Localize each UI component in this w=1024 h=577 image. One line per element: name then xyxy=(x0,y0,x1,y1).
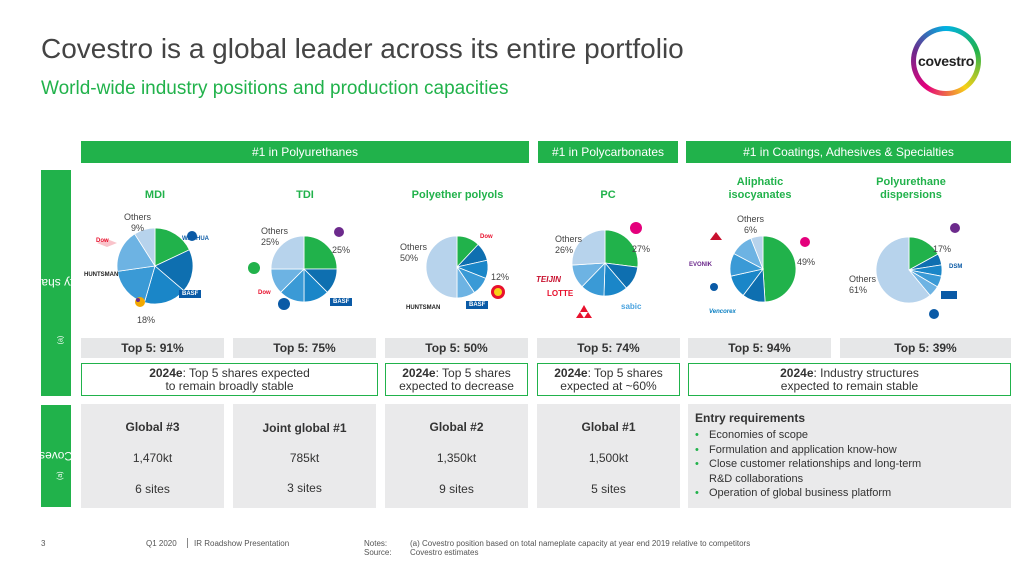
pie-slice-covestro xyxy=(303,235,338,270)
category-pc: PC xyxy=(600,189,616,201)
pie-label-others: Others 9% xyxy=(124,212,152,233)
pie-label-others: Others 50% xyxy=(400,242,428,263)
covestro-sites: 9 sites xyxy=(439,482,474,496)
outlook-box: 2024e: Top 5 shares expected at ~60% xyxy=(537,363,680,396)
category-aliphatic-isocyanates: Aliphatic isocyanates xyxy=(728,176,792,201)
dow-logo: Dow xyxy=(258,290,271,296)
entry-requirements: Entry requirements Economies of scope Fo… xyxy=(695,411,1015,501)
basf-logo: BASF xyxy=(330,298,353,306)
segment-polyurethanes: #1 in Polyurethanes xyxy=(81,141,529,163)
pie-label-others: Others 6% xyxy=(737,214,765,235)
page-title: Covestro is a global leader across its e… xyxy=(41,33,684,64)
covestro-rank: Global #3 xyxy=(125,420,180,434)
lotte-logo: LOTTE xyxy=(547,289,574,298)
pie-label-covestro: 17% xyxy=(933,244,952,254)
dsm-logo: DSM xyxy=(949,264,963,270)
pie-slice-others xyxy=(134,227,156,268)
entry-heading: Entry requirements xyxy=(695,411,806,425)
pie-pc xyxy=(571,229,639,297)
pie-slice-others xyxy=(875,236,931,304)
pie-label-others: Others 25% xyxy=(261,226,289,247)
pie-label-covestro: 25% xyxy=(332,245,351,255)
basf-logo: BASF xyxy=(179,290,202,298)
pie-slice-others xyxy=(750,235,764,270)
page-subtitle: World-wide industry positions and produc… xyxy=(41,78,509,99)
segment-cas: #1 in Coatings, Adhesives & Specialties xyxy=(686,141,1011,163)
page-number: 3 xyxy=(41,539,46,548)
covestro-sites: 3 sites xyxy=(287,481,322,495)
teijin-logo: TEIJIN xyxy=(536,275,561,284)
category-tdi: TDI xyxy=(296,189,314,201)
top5-mdi: Top 5: 91% xyxy=(81,338,224,358)
dow-logo: Dow xyxy=(480,234,493,240)
pie-mdi xyxy=(116,227,194,305)
notes-label: Notes: xyxy=(364,539,388,548)
pie-label-covestro: 18% xyxy=(137,315,156,325)
logo-text: covestro xyxy=(918,53,974,69)
notes-text: (a) Covestro position based on total nam… xyxy=(410,539,751,548)
outlook-box: 2024e: Top 5 shares expected to decrease xyxy=(385,363,528,396)
covestro-capacity: 785kt xyxy=(289,451,320,465)
outlook-box: 2024e: Industry structures expected to re… xyxy=(688,363,1011,396)
covestro-rank: Global #1 xyxy=(581,420,636,434)
top5-aliphatic: Top 5: 94% xyxy=(688,338,831,358)
pie-slice-covestro xyxy=(154,227,190,267)
pie-slice-covestro xyxy=(762,235,797,303)
list-item: Economies of scope xyxy=(695,428,1015,443)
basf-logo: BASF xyxy=(466,301,489,309)
outlook-box: 2024e: Top 5 shares expected to remain br… xyxy=(81,363,378,396)
pie-slice-competitor xyxy=(116,233,156,272)
pie-tdi xyxy=(270,235,338,303)
covestro-box-tdi xyxy=(233,404,376,508)
covestro-box-polyether xyxy=(385,404,528,508)
side-label-covestro: Covestro (a) xyxy=(25,405,73,507)
covestro-box-mdi xyxy=(81,404,224,508)
top5-polyether: Top 5: 50% xyxy=(385,338,528,358)
top5-tdi: Top 5: 75% xyxy=(233,338,376,358)
covestro-box-pc xyxy=(537,404,680,508)
evonik-logo: EVONIK xyxy=(689,262,713,268)
side-label-capacity: Capacity share in 2019(a) xyxy=(0,170,110,396)
category-polyether-polyols: Polyether polyols xyxy=(411,189,504,201)
pie-label-others: Others 61% xyxy=(849,274,877,295)
huntsman-logo: HUNTSMAN xyxy=(406,305,441,311)
pie-slice-others xyxy=(270,235,305,270)
pie-label-covestro: 27% xyxy=(632,244,651,254)
covestro-rank: Joint global #1 xyxy=(262,421,347,435)
footer-divider xyxy=(187,538,188,548)
covestro-capacity: 1,350kt xyxy=(436,451,477,465)
pie-pud xyxy=(875,236,943,304)
category-pu-dispersions: Polyurethane dispersions xyxy=(876,176,946,201)
covestro-sites: 5 sites xyxy=(591,482,626,496)
covestro-capacity: 1,470kt xyxy=(132,451,173,465)
pie-slice-covestro xyxy=(604,229,639,268)
pie-slice-others xyxy=(571,229,606,266)
source-label: Source: xyxy=(364,548,392,557)
pie-label-covestro: 49% xyxy=(797,257,816,267)
vencorex-logo: Vencorex xyxy=(709,309,736,315)
list-item: Close customer relationships and long-te… xyxy=(695,457,945,486)
covestro-capacity: 1,500kt xyxy=(588,451,629,465)
category-mdi: MDI xyxy=(144,189,166,201)
covestro-sites: 6 sites xyxy=(135,482,170,496)
source-text: Covestro estimates xyxy=(410,548,479,557)
pie-label-others: Others 26% xyxy=(555,234,583,255)
covestro-rank: Global #2 xyxy=(429,420,484,434)
pie-aliphatic xyxy=(729,235,797,303)
footer-date: Q1 2020 xyxy=(146,539,177,548)
pie-polyether xyxy=(425,235,489,299)
covestro-logo: covestro xyxy=(911,26,981,96)
top5-pud: Top 5: 39% xyxy=(840,338,1011,358)
sabic-logo: sabic xyxy=(621,302,642,311)
dow-logo: Dow xyxy=(96,238,109,244)
pie-label-covestro: 12% xyxy=(491,272,510,282)
list-item: Operation of global business platform xyxy=(695,486,1015,501)
huntsman-logo: HUNTSMAN xyxy=(84,272,119,278)
list-item: Formulation and application know-how xyxy=(695,443,1015,458)
pie-slice-others xyxy=(425,235,458,299)
segment-polycarbonates: #1 in Polycarbonates xyxy=(538,141,678,163)
footer-presentation: IR Roadshow Presentation xyxy=(194,539,290,548)
top5-pc: Top 5: 74% xyxy=(537,338,680,358)
